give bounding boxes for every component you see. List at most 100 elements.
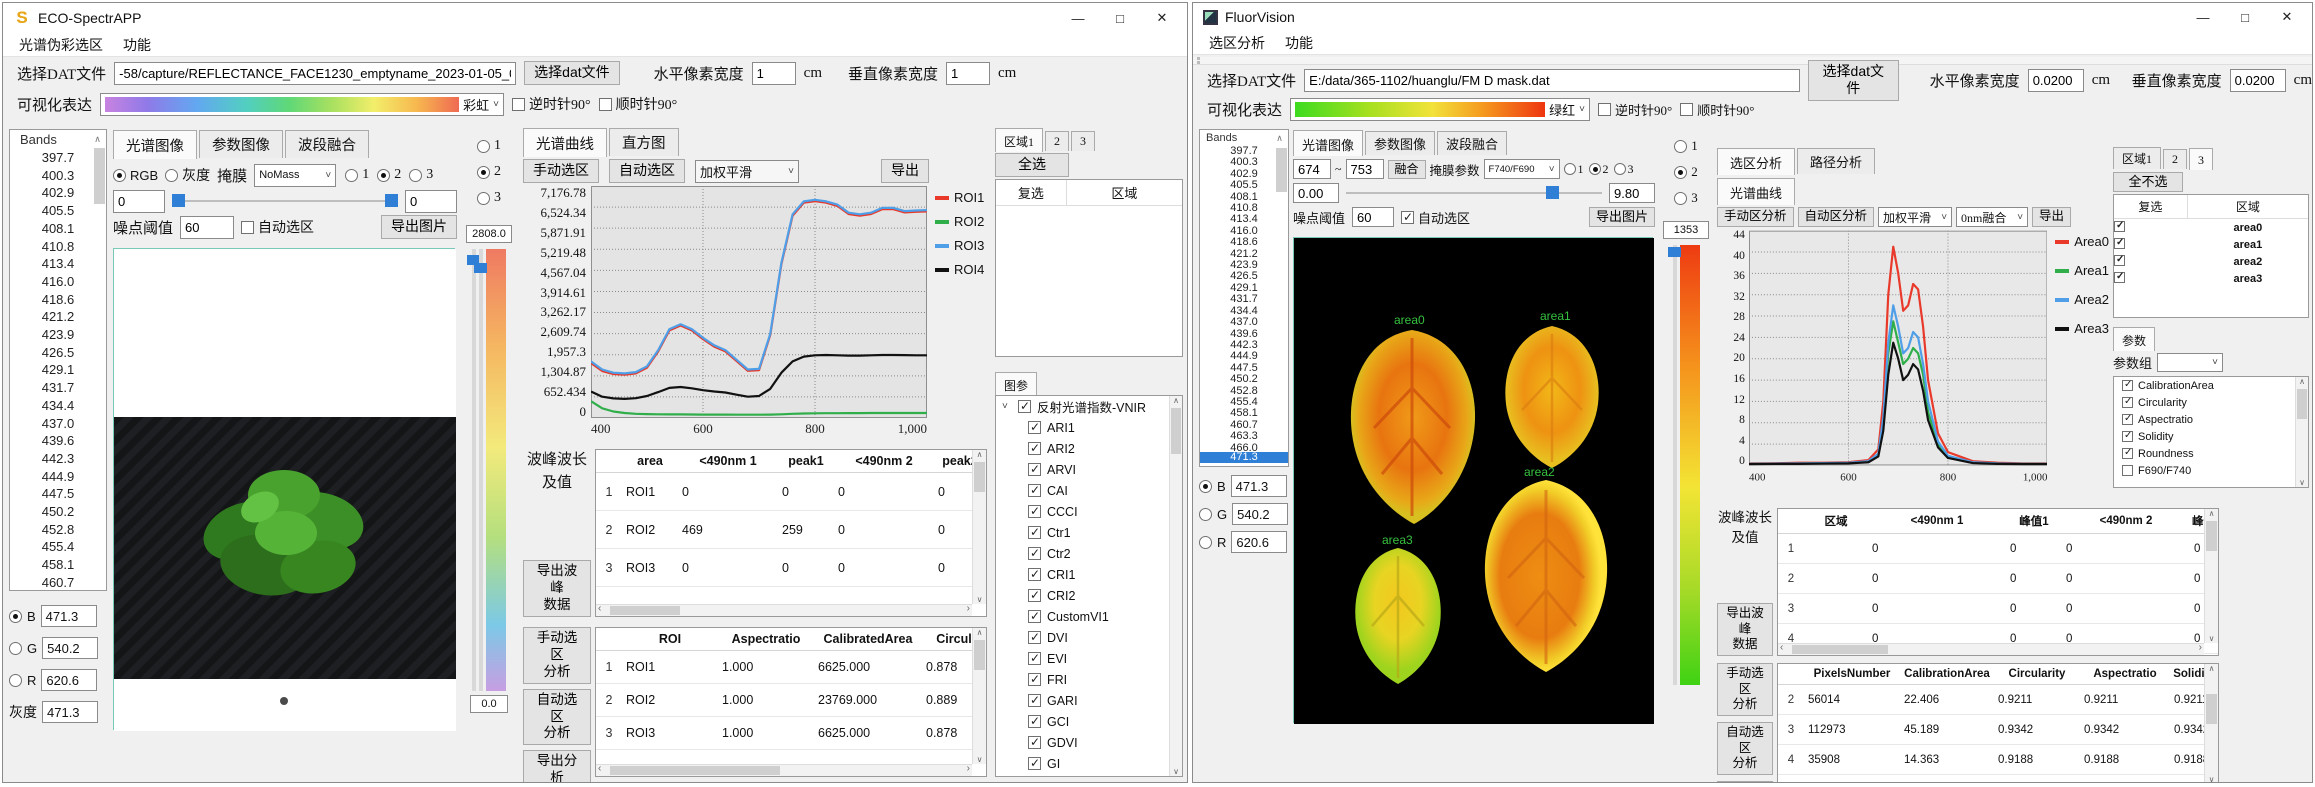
export-peaks-button[interactable]: 导出波峰 数据 [1717,603,1773,656]
slider-handle[interactable] [474,263,487,273]
radio-icon[interactable] [409,169,422,182]
column-header[interactable] [1778,517,1804,525]
export-image-button[interactable]: 导出图片 [381,215,457,239]
horizontal-scrollbar[interactable] [596,764,972,776]
mask-param-select[interactable]: F740/F690 ˅ [1484,159,1560,179]
channel-radio[interactable] [1199,508,1212,521]
band-item[interactable]: 447.5 [10,485,106,503]
group-radio[interactable]: 2 [1589,162,1609,177]
curve-tab[interactable]: 光谱曲线 [1717,178,1795,205]
checkbox-icon[interactable] [2122,465,2133,476]
band-item[interactable]: 439.6 [10,432,106,450]
param-group-select[interactable]: ˅ [2157,353,2223,372]
column-header[interactable]: Circularity [1994,664,2080,684]
slider-handle[interactable] [385,194,398,207]
band-item[interactable]: 418.6 [1200,237,1288,248]
titlebar[interactable]: FluorVision — □ ✕ [1193,3,2312,31]
band-item[interactable]: 463.3 [1200,431,1288,442]
group-radio-vertical[interactable]: 1 [1674,133,1698,159]
channel-row[interactable]: R 620.6 [1199,531,1288,553]
checkbox-icon[interactable] [1028,547,1041,560]
checkbox-icon[interactable] [1028,589,1041,602]
tab[interactable]: 光谱图像 [113,130,197,159]
column-header[interactable]: ROI [622,628,718,650]
checkbox-icon[interactable] [1598,103,1611,116]
tree-item[interactable]: EVI [996,648,1182,669]
fluorescence-image-view[interactable]: area0 area1 area2 area3 [1293,237,1653,723]
horizontal-scrollbar[interactable] [596,604,972,616]
tab[interactable]: 路径分析 [1797,148,1875,174]
column-header[interactable]: CalibratedArea [814,628,922,650]
band-item[interactable]: 426.5 [10,344,106,362]
channel-radio[interactable] [9,642,22,655]
tree-item[interactable]: CCCI [996,501,1182,522]
caret-down-icon[interactable]: ˅ [1002,401,1012,412]
region-row[interactable]: area1 [2114,236,2308,253]
colorbar-max-value[interactable]: 1353 [1663,221,1709,239]
rgb-radio[interactable]: RGB [113,168,158,183]
channel-row[interactable]: B 471.3 [9,605,98,627]
tab[interactable]: 选区分析 [1717,148,1795,175]
tab[interactable]: 光谱曲线 [523,128,607,157]
column-header[interactable] [1778,670,1804,678]
slider-handle[interactable] [1546,186,1559,199]
group-radio[interactable]: 1 [1564,162,1584,177]
close-icon[interactable]: ✕ [2266,4,2308,30]
titlebar[interactable]: S ECO-SpectrAPP — □ ✕ [3,3,1187,33]
region-tab[interactable]: 2 [1045,131,1069,151]
radio-icon[interactable] [113,169,126,182]
radio-icon[interactable] [477,166,490,179]
region-tab[interactable]: 区域1 [2113,147,2161,169]
colorbar-slider[interactable] [472,249,476,691]
parameter-item[interactable]: F690/F740 [2114,462,2308,479]
column-header[interactable]: Aspectratio [718,628,814,650]
checkbox-icon[interactable] [2122,448,2133,459]
vertical-scrollbar[interactable] [2204,664,2218,783]
tree-item[interactable]: CAI [996,480,1182,501]
region-row[interactable]: area3 [2114,270,2308,287]
band-item[interactable]: 410.8 [10,238,106,256]
table-row[interactable]: 1ROI10 00055 [596,473,986,511]
tab[interactable]: 参数图像 [199,130,283,158]
table-row[interactable]: 3ROI30 00055 [596,549,986,587]
table-row[interactable]: 3ROI31.000 6625.0000.878 [596,717,986,750]
checkbox-icon[interactable] [1018,400,1031,413]
tab[interactable]: 光谱图像 [1293,130,1363,156]
select-none-button[interactable]: 全不选 [2113,172,2183,192]
column-header[interactable]: 区域 [1804,509,1868,533]
band-max-input[interactable] [405,190,457,213]
tree-item[interactable]: GARI [996,690,1182,711]
checkbox-icon[interactable] [2114,238,2125,249]
radio-icon[interactable] [377,169,390,182]
band-item[interactable]: 452.8 [10,521,106,539]
tree-item[interactable]: Ctr2 [996,543,1182,564]
band-item[interactable]: 444.9 [1200,351,1288,362]
band-item-selected[interactable]: 471.3 [1200,452,1288,463]
checkbox-icon[interactable] [241,221,254,234]
radio-icon[interactable] [165,169,178,182]
rotate-cw-checkbox[interactable]: 顺时针90° [599,94,678,114]
channel-radio[interactable] [9,610,22,623]
checkbox-icon[interactable] [1028,526,1041,539]
analysis-button[interactable]: 导出分析 数据 [523,750,591,783]
table-row[interactable]: 2ROI21.000 23769.0000.889 [596,684,986,717]
band-item[interactable]: 431.7 [1200,294,1288,305]
checkbox-icon[interactable] [1028,505,1041,518]
band-item[interactable]: 400.3 [10,167,106,185]
tree-item[interactable]: GDVI [996,732,1182,753]
checkbox-icon[interactable] [1028,694,1041,707]
export-button[interactable]: 导出 [881,159,929,183]
spectral-line-chart[interactable]: 4006008001,000 [591,186,927,438]
close-icon[interactable]: ✕ [1141,5,1183,31]
params-tab[interactable]: 图参 [995,372,1037,396]
radio-icon[interactable] [1674,166,1687,179]
checkbox-icon[interactable] [1028,631,1041,644]
channel-row[interactable]: G 540.2 [1199,503,1288,525]
tree-root[interactable]: ˅ 反射光谱指数-VNIR [996,396,1182,417]
band-slider[interactable] [1346,192,1602,194]
tree-item[interactable]: ARI2 [996,438,1182,459]
band-item[interactable]: 408.1 [10,220,106,238]
band-item[interactable]: 450.2 [10,503,106,521]
checkbox-icon[interactable] [1028,610,1041,623]
export-image-button[interactable]: 导出图片 [1589,207,1655,227]
